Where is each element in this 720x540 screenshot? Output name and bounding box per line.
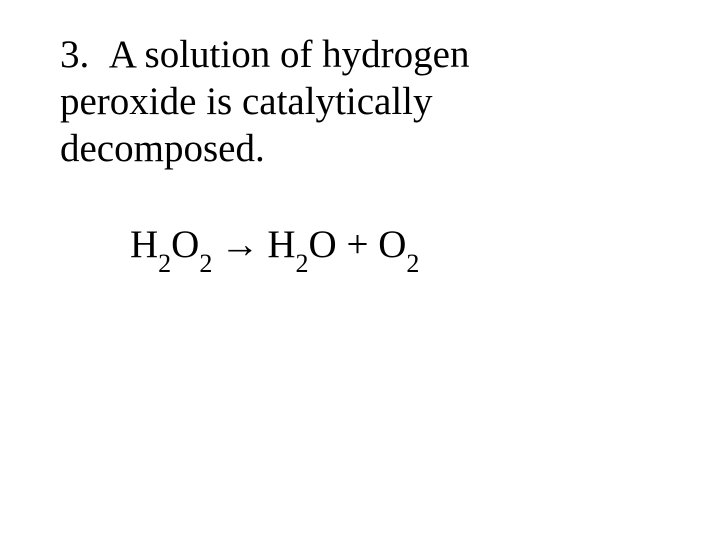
element-h: H: [130, 223, 158, 266]
subscript: 2: [406, 249, 419, 278]
plus-sign: +: [346, 223, 368, 266]
question-text: 3. A solution of hydrogen peroxide is ca…: [40, 32, 680, 172]
subscript: 2: [158, 249, 171, 278]
question-number: 3.: [60, 33, 89, 76]
element-h: H: [267, 223, 295, 266]
reactant-h2o2: H2O2: [130, 220, 212, 275]
slide: 3. A solution of hydrogen peroxide is ca…: [0, 0, 720, 540]
question-body: A solution of hydrogen peroxide is catal…: [60, 33, 469, 170]
subscript: 2: [296, 249, 309, 278]
plus-operator: +: [337, 220, 379, 271]
element-o: O: [378, 223, 406, 266]
product-o2: O2: [378, 220, 419, 275]
element-o: O: [309, 223, 337, 266]
product-h2o: H2O: [267, 220, 336, 275]
chemical-equation: H2O2 → H2O + O2: [40, 172, 680, 275]
reaction-arrow: →: [220, 220, 259, 271]
subscript: 2: [199, 249, 212, 278]
element-o: O: [171, 223, 199, 266]
